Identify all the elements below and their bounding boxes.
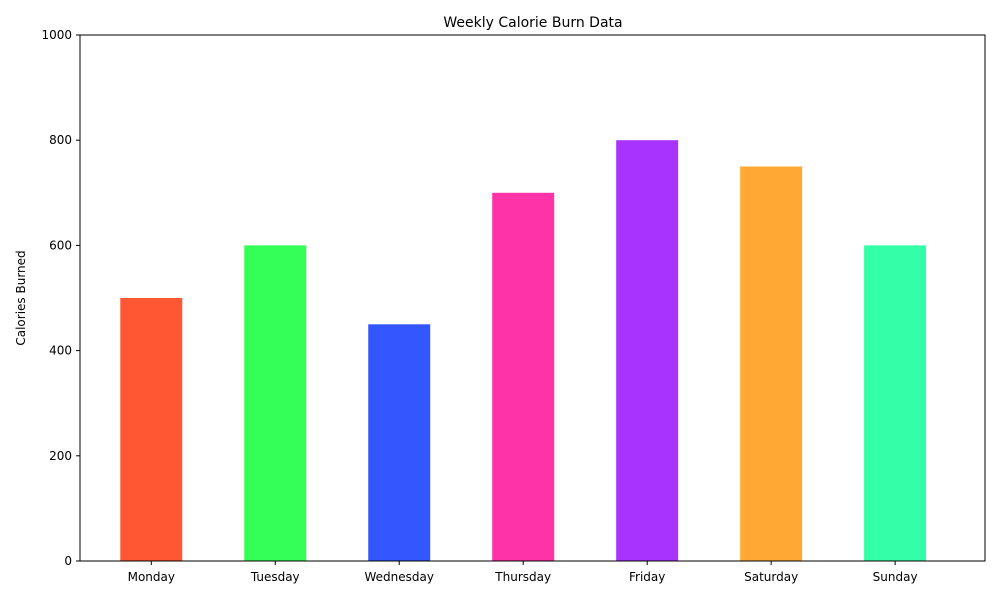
bar-monday xyxy=(120,298,183,561)
x-tick-label: Tuesday xyxy=(250,570,300,584)
bar-saturday xyxy=(740,166,803,561)
bar-tuesday xyxy=(244,245,307,561)
bar-thursday xyxy=(492,192,555,562)
y-tick-label: 1000 xyxy=(41,28,72,42)
x-axis-ticks: Monday Tuesday Wednesday Thursday Friday Satu… xyxy=(128,561,918,584)
bar-wednesday xyxy=(368,324,431,561)
x-tick-label: Saturday xyxy=(744,570,798,584)
x-tick-label: Wednesday xyxy=(364,570,433,584)
y-tick-label: 200 xyxy=(49,449,72,463)
x-tick-label: Monday xyxy=(128,570,175,584)
bar-sunday xyxy=(864,245,927,561)
x-tick-label: Sunday xyxy=(873,570,918,584)
x-tick-label: Friday xyxy=(629,570,665,584)
bars-group xyxy=(120,140,927,562)
y-axis-ticks: 0 200 400 600 800 1000 xyxy=(41,28,80,568)
x-tick-label: Thursday xyxy=(494,570,551,584)
plot-frame xyxy=(79,34,986,562)
bar-friday xyxy=(616,140,679,561)
y-tick-label: 800 xyxy=(49,133,72,147)
chart-title: Weekly Calorie Burn Data xyxy=(443,15,622,31)
y-tick-label: 0 xyxy=(64,554,72,568)
y-tick-label: 400 xyxy=(49,344,72,358)
y-tick-label: 600 xyxy=(49,238,72,252)
y-axis-label: Calories Burned xyxy=(14,250,28,345)
